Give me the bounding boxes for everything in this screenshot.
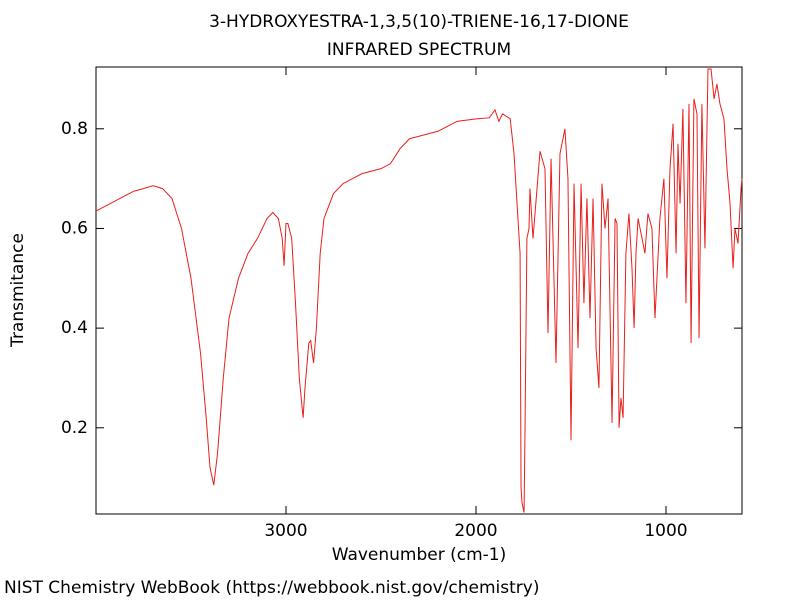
chart-title: 3-HYDROXYESTRA-1,3,5(10)-TRIENE-16,17-DI… <box>209 12 629 32</box>
y-tick-label: 0.6 <box>61 218 88 238</box>
y-axis-label: Transmitance <box>8 233 28 348</box>
y-tick-label: 0.8 <box>61 119 88 139</box>
y-tick-label: 0.4 <box>61 318 88 338</box>
x-axis-label: Wavenumber (cm-1) <box>332 545 507 565</box>
x-tick-label: 1000 <box>644 521 687 541</box>
y-tick-label: 0.2 <box>61 418 88 438</box>
x-tick-label: 2000 <box>454 521 497 541</box>
x-tick-label: 3000 <box>264 521 307 541</box>
source-note: NIST Chemistry WebBook (https://webbook.… <box>4 578 539 598</box>
plot-frame <box>95 66 743 515</box>
spectrum-line <box>95 68 743 513</box>
chart-subtitle: INFRARED SPECTRUM <box>327 40 511 60</box>
